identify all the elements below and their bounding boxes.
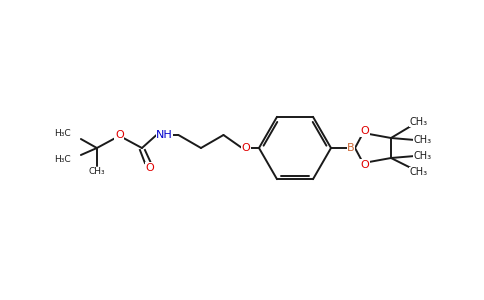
Text: B: B bbox=[347, 143, 355, 153]
Text: CH₃: CH₃ bbox=[414, 151, 432, 161]
Text: CH₃: CH₃ bbox=[89, 167, 105, 176]
Text: O: O bbox=[361, 160, 369, 170]
Text: CH₃: CH₃ bbox=[410, 117, 428, 127]
Text: O: O bbox=[146, 163, 154, 173]
Text: O: O bbox=[242, 143, 250, 153]
Text: O: O bbox=[115, 130, 124, 140]
Text: O: O bbox=[361, 126, 369, 136]
Text: CH₃: CH₃ bbox=[414, 135, 432, 145]
Text: H₃C: H₃C bbox=[54, 155, 71, 164]
Text: CH₃: CH₃ bbox=[410, 167, 428, 177]
Text: NH: NH bbox=[156, 130, 173, 140]
Text: H₃C: H₃C bbox=[54, 130, 71, 139]
